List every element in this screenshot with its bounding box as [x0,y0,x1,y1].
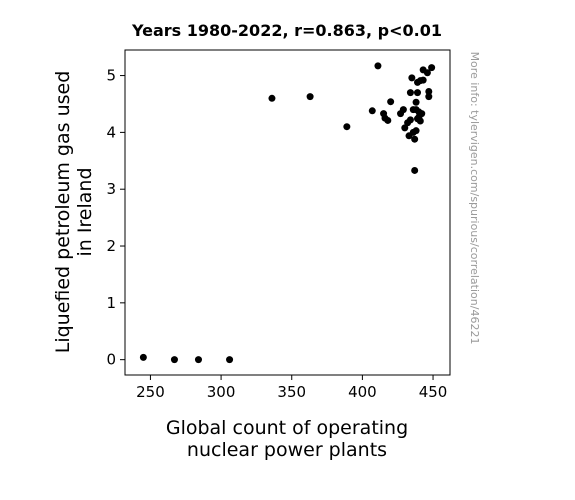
x-axis: 250 300 350 400 450 [136,375,447,401]
data-point [418,110,426,118]
x-axis-label-line-1: Global count of operating [166,417,408,439]
y-axis-label-line-2: in Ireland [74,167,96,256]
x-tick-label: 250 [136,383,165,401]
x-tick-label: 350 [277,383,306,401]
x-tick-label: 300 [207,383,236,401]
data-point [414,89,421,97]
source-note: More info: tylervigen.com/spurious/corre… [468,52,481,345]
y-tick-label: 2 [106,237,116,255]
data-point [139,353,147,361]
y-axis-label-line-1: Liquefied petroleum gas used [52,71,74,354]
data-point [374,62,382,70]
y-tick-label: 1 [106,294,116,312]
data-point [368,107,376,115]
x-tick-label: 400 [348,383,377,401]
data-point [194,356,202,364]
data-point [425,87,433,95]
x-tick-label: 450 [419,383,448,401]
data-point [399,106,407,114]
data-point [411,166,419,174]
data-point [343,123,351,131]
data-point [406,116,414,124]
y-tick-label: 5 [106,67,116,85]
y-tick-label: 0 [106,351,116,369]
data-point [411,135,419,143]
data-point [401,124,409,132]
data-point [408,74,416,82]
data-point [268,94,276,102]
data-point [387,98,395,106]
data-point [226,356,234,364]
plot-area-frame [124,49,451,376]
data-point [428,64,436,72]
data-point [423,69,431,77]
data-point [412,98,420,106]
y-axis: 0 1 2 3 4 5 [106,67,125,369]
data-point [412,127,420,135]
data-point [384,116,392,124]
data-point [419,76,427,84]
data-point [406,89,414,97]
y-tick-label: 4 [106,123,116,141]
data-point [170,356,178,364]
x-axis-label-line-2: nuclear power plants [187,439,387,461]
chart-title: Years 1980-2022, r=0.863, p<0.01 [131,21,442,40]
data-point [425,93,433,101]
data-points [139,62,436,364]
data-point [416,117,424,125]
y-tick-label: 3 [106,180,116,198]
data-point [306,93,314,101]
